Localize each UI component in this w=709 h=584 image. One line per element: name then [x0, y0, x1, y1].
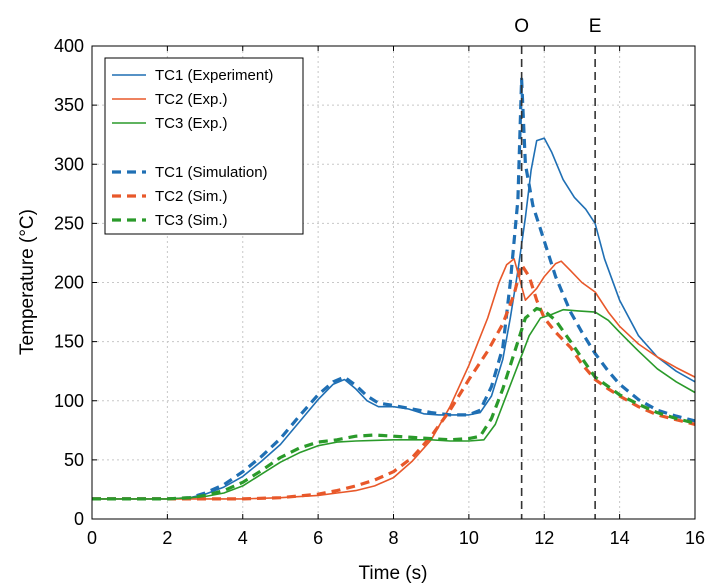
x-tick-label: 14 — [610, 528, 630, 548]
x-tick-label: 2 — [162, 528, 172, 548]
y-tick-label: 100 — [54, 391, 84, 411]
x-tick-label: 16 — [685, 528, 705, 548]
marker-label: O — [514, 16, 529, 37]
legend-box — [104, 57, 304, 235]
series-line-6 — [92, 306, 696, 501]
y-tick-label: 300 — [54, 154, 84, 174]
x-tick-label: 6 — [313, 528, 323, 548]
y-tick-label: 0 — [74, 509, 84, 529]
y-tick-label: 250 — [54, 213, 84, 233]
legend-label: TC1 (Experiment) — [155, 67, 273, 84]
x-tick-label: 10 — [459, 528, 479, 548]
y-tick-label: 400 — [54, 36, 84, 56]
y-tick-label: 350 — [54, 95, 84, 115]
x-tick-label: 8 — [388, 528, 398, 548]
series-line-1 — [92, 137, 696, 500]
series-layer — [92, 77, 696, 501]
legend-label: TC1 (Simulation) — [155, 164, 268, 181]
legend-label: TC3 (Sim.) — [155, 212, 228, 229]
y-axis-label: Temperature (°C) — [17, 209, 38, 355]
y-tick-label: 50 — [64, 450, 84, 470]
x-tick-label: 12 — [534, 528, 554, 548]
x-tick-label: 0 — [87, 528, 97, 548]
marker-label: E — [589, 16, 602, 37]
legend: TC1 (Experiment) TC2 (Exp.) TC3 (Exp.) TC1 … — [104, 57, 304, 235]
legend-label: TC2 (Exp.) — [155, 91, 228, 108]
ticks: 0 2 4 6 8 10 12 14 16 0 50 100 150 200 250 300 350 400 — [54, 36, 705, 548]
y-tick-label: 150 — [54, 332, 84, 352]
y-tick-label: 200 — [54, 273, 84, 293]
x-tick-label: 4 — [238, 528, 248, 548]
series-line-2 — [92, 258, 696, 500]
legend-label: TC3 (Exp.) — [155, 115, 228, 132]
series-line-5 — [92, 263, 696, 501]
legend-label: TC2 (Sim.) — [155, 188, 228, 205]
x-axis-label: Time (s) — [359, 563, 428, 584]
series-line-3 — [92, 308, 696, 500]
